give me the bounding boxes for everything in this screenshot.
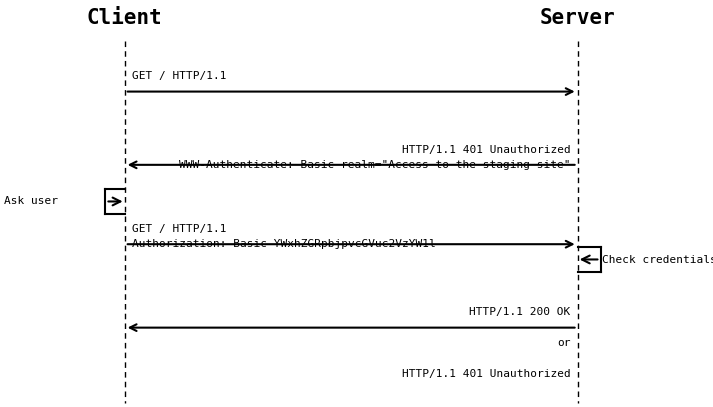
Text: HTTP/1.1 200 OK: HTTP/1.1 200 OK	[469, 307, 570, 317]
Text: GET / HTTP/1.1: GET / HTTP/1.1	[132, 71, 227, 81]
Text: Client: Client	[87, 8, 163, 28]
Text: GET / HTTP/1.1: GET / HTTP/1.1	[132, 224, 227, 234]
Text: Authorization: Basic YWxhZGRpbjpvcGVuc2VzYW1l: Authorization: Basic YWxhZGRpbjpvcGVuc2V…	[132, 239, 436, 249]
Text: Ask user: Ask user	[4, 197, 58, 206]
Text: HTTP/1.1 401 Unauthorized: HTTP/1.1 401 Unauthorized	[401, 144, 570, 155]
Text: Server: Server	[540, 8, 615, 28]
Text: HTTP/1.1 401 Unauthorized: HTTP/1.1 401 Unauthorized	[401, 369, 570, 379]
Text: or: or	[557, 338, 570, 348]
Text: WWW-Authenticate: Basic realm="Access to the staging site": WWW-Authenticate: Basic realm="Access to…	[179, 160, 570, 170]
Text: Check credentials: Check credentials	[602, 255, 713, 265]
